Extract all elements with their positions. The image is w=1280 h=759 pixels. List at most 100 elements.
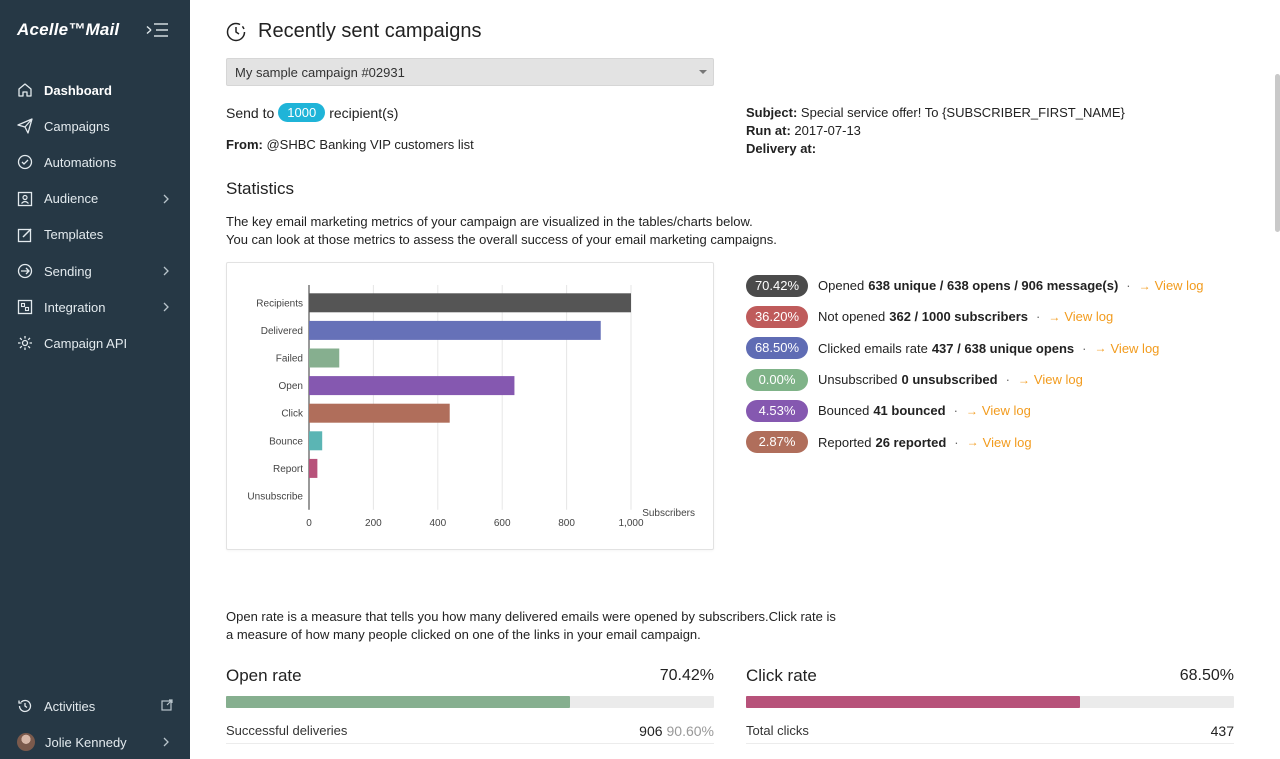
- metric-value: 0 unsubscribed: [901, 372, 998, 388]
- collapse-sidebar-icon[interactable]: [146, 21, 170, 39]
- campaign-meta: Subject: Special service offer! To {SUBS…: [746, 104, 1125, 158]
- view-log-link[interactable]: → View log: [1048, 309, 1113, 324]
- rate-description: Open rate is a measure that tells you ho…: [226, 608, 906, 644]
- campaign-bar-chart: 0 200 400 600 800 1,000 Recipients Delivered Fai…: [226, 262, 714, 550]
- x-tick-label: 600: [494, 518, 511, 529]
- external-link-icon[interactable]: [161, 699, 173, 711]
- separator-dot: ·: [953, 403, 958, 419]
- metric-row: 0.00% Unsubscribed 0 unsubscribed · → View l…: [746, 364, 1266, 395]
- category-label: Recipients: [256, 298, 303, 309]
- metric-value: 638 unique / 638 opens / 906 message(s): [868, 278, 1119, 294]
- statistics-description: The key email marketing metrics of your …: [226, 213, 777, 249]
- gear-icon: [17, 335, 33, 351]
- sidebar-item-integration[interactable]: Integration: [0, 289, 190, 325]
- metric-label: Not opened: [818, 309, 886, 325]
- view-log-label: View log: [981, 403, 1031, 419]
- arrow-right-icon: →: [1017, 372, 1030, 387]
- chevron-right-icon: [162, 265, 170, 277]
- sidebar-item-label: Integration: [44, 299, 106, 315]
- sidebar-item-audience[interactable]: Audience: [0, 181, 190, 217]
- metric-pct-badge: 0.00%: [746, 368, 808, 391]
- metrics-list: 70.42% Opened 638 unique / 638 opens / 90…: [746, 270, 1266, 458]
- recipient-count-badge: 1000: [278, 103, 326, 122]
- metric-row: 68.50% Clicked emails rate 437 / 638 uniq…: [746, 333, 1266, 364]
- chevron-right-icon: [162, 301, 170, 313]
- integration-icon: [17, 299, 33, 315]
- sidebar-item-sending[interactable]: Sending: [0, 253, 190, 289]
- send-to-prefix: Send to: [226, 104, 275, 121]
- view-log-label: View log: [1033, 372, 1083, 388]
- metric-label: Unsubscribed: [818, 372, 898, 388]
- successful-deliveries-count: 906: [639, 723, 663, 739]
- metric-label: Clicked emails rate: [818, 340, 928, 356]
- category-label: Open: [279, 381, 303, 392]
- total-clicks-label: Total clicks: [746, 723, 809, 738]
- view-log-link[interactable]: → View log: [1095, 341, 1160, 356]
- send-to-suffix: recipient(s): [329, 104, 399, 121]
- click-rate-bar-fill: [746, 696, 1081, 708]
- metric-label: Bounced: [818, 403, 870, 419]
- metric-row: 4.53% Bounced 41 bounced · → View log: [746, 395, 1266, 426]
- automation-check-icon: [17, 154, 33, 170]
- click-rate-bar: [746, 696, 1234, 708]
- category-label: Report: [273, 464, 303, 475]
- from-label: From:: [226, 137, 263, 152]
- sidebar-item-automations[interactable]: Automations: [0, 144, 190, 180]
- bar-failed: [309, 348, 340, 368]
- arrow-right-icon: →: [966, 435, 979, 450]
- sidebar-item-templates[interactable]: Templates: [0, 217, 190, 253]
- view-log-label: View log: [982, 434, 1032, 450]
- metric-value: 437 / 638 unique opens: [931, 340, 1075, 356]
- metric-label: Opened: [818, 278, 865, 294]
- sidebar-item-campaigns[interactable]: Campaigns: [0, 108, 190, 144]
- open-rate-label: Open rate: [226, 666, 302, 685]
- view-log-label: View log: [1110, 340, 1160, 356]
- x-tick-label: 0: [306, 518, 312, 529]
- successful-deliveries-pct: 90.60%: [666, 723, 714, 739]
- metric-row: 36.20% Not opened 362 / 1000 subscribers ·…: [746, 301, 1266, 332]
- delivery-at-label: Delivery at:: [746, 141, 817, 156]
- metric-pct-badge: 70.42%: [746, 274, 808, 297]
- metric-pct-badge: 36.20%: [746, 305, 808, 328]
- from-line: From: @SHBC Banking VIP customers list: [226, 137, 474, 152]
- campaign-select-value: My sample campaign #02931: [235, 65, 405, 80]
- view-log-link[interactable]: → View log: [1139, 278, 1204, 293]
- metric-label: Reported: [818, 434, 872, 450]
- metric-pct-badge: 68.50%: [746, 337, 808, 360]
- metric-value: 362 / 1000 subscribers: [889, 309, 1028, 325]
- view-log-link[interactable]: → View log: [967, 435, 1032, 450]
- view-log-link[interactable]: → View log: [1018, 372, 1083, 387]
- page-title: Recently sent campaigns: [226, 20, 481, 43]
- sidebar-footer: Activities Jolie Kennedy: [0, 688, 190, 759]
- click-rate-block: Click rate 68.50% Total clicks 437: [746, 664, 1234, 744]
- bar-delivered: [309, 320, 601, 340]
- metric-pct-badge: 4.53%: [746, 399, 808, 422]
- campaign-select[interactable]: My sample campaign #02931: [226, 58, 714, 86]
- sidebar: Acelle™Mail Dashboard Campaigns Automati…: [0, 0, 190, 759]
- page-title-text: Recently sent campaigns: [258, 20, 482, 42]
- caret-down-icon: [699, 70, 707, 74]
- sidebar-item-user[interactable]: Jolie Kennedy: [0, 724, 190, 759]
- rate-desc-line: Open rate is a measure that tells you ho…: [226, 609, 836, 624]
- separator-dot: ·: [1126, 278, 1131, 294]
- app-logo[interactable]: Acelle™Mail: [17, 20, 120, 39]
- statistics-title: Statistics: [226, 179, 295, 198]
- bar-click: [309, 403, 450, 423]
- template-edit-icon: [17, 227, 33, 243]
- run-at-value: 2017-07-13: [794, 123, 861, 138]
- arrow-right-icon: →: [1094, 341, 1107, 356]
- sidebar-item-dashboard[interactable]: Dashboard: [0, 72, 190, 108]
- click-rate-value: 68.50%: [1179, 667, 1234, 684]
- x-tick-label: 200: [365, 518, 382, 529]
- sidebar-item-label: Automations: [44, 154, 117, 170]
- sidebar-item-activities[interactable]: Activities: [0, 688, 190, 724]
- page-scrollbar[interactable]: [1275, 74, 1280, 232]
- sending-icon: [17, 263, 33, 279]
- view-log-link[interactable]: → View log: [966, 403, 1031, 418]
- user-name: Jolie Kennedy: [45, 734, 127, 750]
- sidebar-item-campaign-api[interactable]: Campaign API: [0, 325, 190, 361]
- x-axis-label: Subscribers: [642, 508, 695, 519]
- history-icon: [17, 698, 33, 714]
- click-rate-label: Click rate: [746, 666, 817, 685]
- x-tick-label: 800: [558, 518, 575, 529]
